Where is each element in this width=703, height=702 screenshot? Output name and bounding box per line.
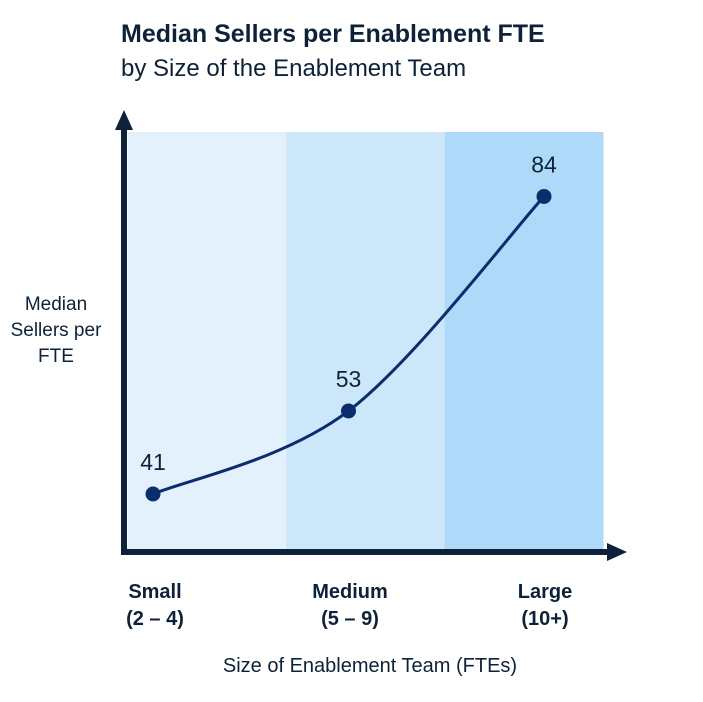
x-tick-label-small: Small [128, 581, 181, 603]
band-small [128, 132, 287, 552]
x-tick-label-medium: Medium [312, 581, 388, 603]
y-axis-arrow-icon [115, 110, 133, 130]
x-tick-range-small: (2 – 4) [126, 608, 184, 630]
data-point-large [536, 188, 552, 204]
band-large [444, 132, 604, 552]
chart-title: Median Sellers per Enablement FTE [121, 20, 545, 48]
data-point-small [145, 486, 161, 502]
data-label-large: 84 [531, 151, 557, 177]
data-label-medium: 53 [336, 366, 362, 392]
data-point-medium [341, 403, 356, 419]
x-tick-label-large: Large [518, 581, 572, 603]
x-tick-range-large: (10+) [521, 608, 568, 630]
x-axis-arrow-icon [607, 543, 627, 561]
y-axis-label: Median Sellers per FTE [10, 294, 102, 367]
data-label-small: 41 [140, 449, 166, 475]
x-axis-label: Size of Enablement Team (FTEs) [222, 655, 518, 677]
x-tick-range-medium: (5 – 9) [321, 608, 379, 630]
chart-subtitle: by Size of the Enablement Team [121, 55, 467, 82]
